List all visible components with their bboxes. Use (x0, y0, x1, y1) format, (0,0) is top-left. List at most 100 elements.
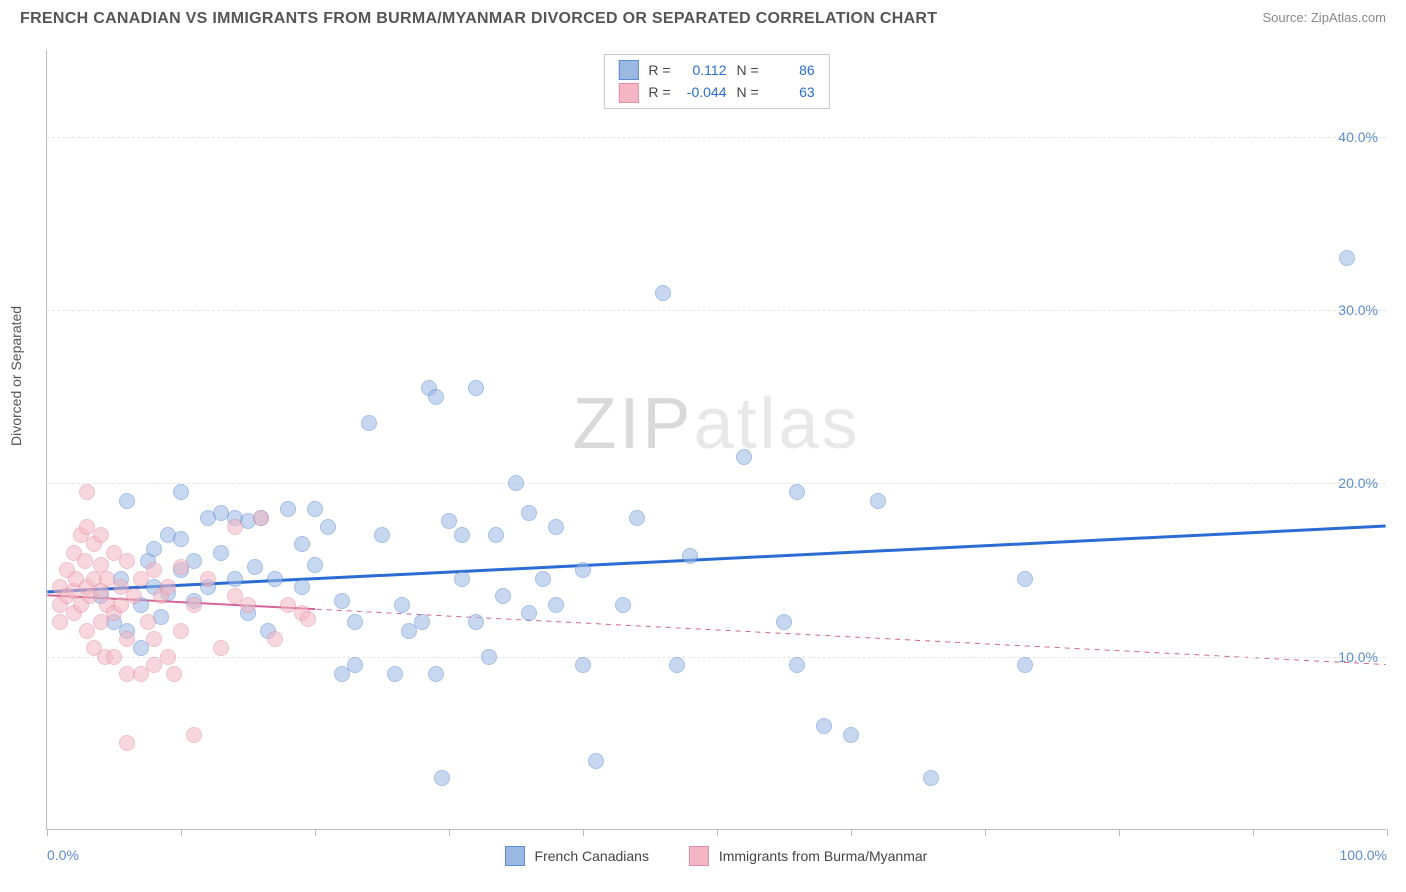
y-tick-label: 20.0% (1330, 475, 1378, 491)
data-point (66, 545, 82, 561)
source-label: Source: ZipAtlas.com (1262, 10, 1386, 25)
data-point (1017, 571, 1033, 587)
data-point (347, 657, 363, 673)
data-point (521, 505, 537, 521)
data-point (615, 597, 631, 613)
n-value-1: 86 (769, 59, 815, 81)
legend-item-1: French Canadians (505, 846, 649, 866)
data-point (294, 579, 310, 595)
data-point (119, 553, 135, 569)
data-point (441, 513, 457, 529)
data-point (73, 527, 89, 543)
data-point (575, 562, 591, 578)
trend-lines (47, 50, 1386, 829)
data-point (575, 657, 591, 673)
data-point (307, 557, 323, 573)
swatch-series1 (618, 60, 638, 80)
r-label: R = (648, 81, 670, 103)
data-point (816, 718, 832, 734)
x-tick (717, 829, 718, 836)
data-point (119, 735, 135, 751)
data-point (347, 614, 363, 630)
data-point (307, 501, 323, 517)
data-point (52, 579, 68, 595)
data-point (160, 579, 176, 595)
data-point (113, 571, 129, 587)
data-point (468, 380, 484, 396)
data-point (253, 510, 269, 526)
x-tick (449, 829, 450, 836)
data-point (173, 559, 189, 575)
data-point (227, 510, 243, 526)
data-point (1017, 657, 1033, 673)
data-point (508, 475, 524, 491)
r-value-1: 0.112 (681, 59, 727, 81)
data-point (481, 649, 497, 665)
y-tick-label: 10.0% (1330, 649, 1378, 665)
data-point (77, 553, 93, 569)
legend-row-series2: R = -0.044 N = 63 (618, 81, 814, 103)
data-point (776, 614, 792, 630)
data-point (789, 657, 805, 673)
data-point (267, 571, 283, 587)
data-point (361, 415, 377, 431)
data-point (387, 666, 403, 682)
data-point (428, 389, 444, 405)
data-point (200, 579, 216, 595)
data-point (133, 640, 149, 656)
data-point (789, 484, 805, 500)
data-point (106, 545, 122, 561)
x-tick (1253, 829, 1254, 836)
watermark: ZIPatlas (572, 383, 860, 465)
data-point (843, 727, 859, 743)
data-point (280, 597, 296, 613)
n-value-2: 63 (769, 81, 815, 103)
data-point (173, 623, 189, 639)
series-legend: French Canadians Immigrants from Burma/M… (46, 846, 1386, 866)
data-point (213, 640, 229, 656)
data-point (682, 548, 698, 564)
data-point (434, 770, 450, 786)
data-point (454, 527, 470, 543)
data-point (106, 614, 122, 630)
data-point (153, 609, 169, 625)
data-point (73, 597, 89, 613)
data-point (521, 605, 537, 621)
data-point (588, 753, 604, 769)
data-point (160, 649, 176, 665)
data-point (119, 623, 135, 639)
data-point (468, 614, 484, 630)
data-point (253, 510, 269, 526)
y-axis-label: Divorced or Separated (8, 306, 24, 446)
data-point (548, 519, 564, 535)
data-point (294, 536, 310, 552)
data-point (227, 571, 243, 587)
swatch-series2 (618, 83, 638, 103)
data-point (200, 510, 216, 526)
gridline (47, 657, 1386, 658)
x-tick (1119, 829, 1120, 836)
swatch-series1-icon (505, 846, 525, 866)
data-point (119, 493, 135, 509)
data-point (374, 527, 390, 543)
n-label: N = (737, 81, 759, 103)
data-point (97, 649, 113, 665)
data-point (113, 597, 129, 613)
data-point (93, 588, 109, 604)
data-point (186, 727, 202, 743)
data-point (153, 588, 169, 604)
data-point (240, 513, 256, 529)
data-point (280, 501, 296, 517)
data-point (334, 593, 350, 609)
data-point (227, 519, 243, 535)
data-point (213, 545, 229, 561)
data-point (86, 571, 102, 587)
data-point (146, 541, 162, 557)
data-point (548, 597, 564, 613)
data-point (106, 649, 122, 665)
data-point (655, 285, 671, 301)
data-point (106, 605, 122, 621)
data-point (736, 449, 752, 465)
data-point (401, 623, 417, 639)
data-point (140, 553, 156, 569)
